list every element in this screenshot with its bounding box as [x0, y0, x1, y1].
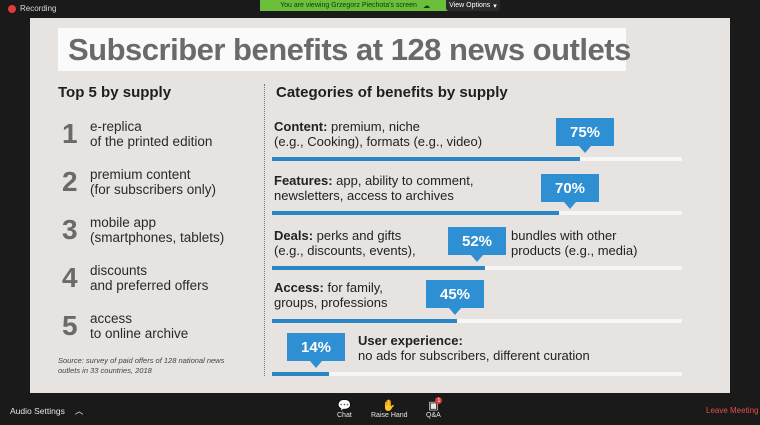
top5-line2: (for subscribers only)	[90, 182, 217, 197]
top5-line2: (smartphones, tablets)	[90, 230, 225, 245]
top5-number: 2	[62, 166, 78, 197]
bar-track	[272, 211, 682, 215]
source-line1: Source: survey of paid offers of 128 nat…	[58, 356, 225, 365]
top5-number: 4	[62, 262, 78, 293]
cloud-icon: ☁	[422, 2, 430, 10]
meeting-toolbar: Audio Settings ︿ 💬 Chat ✋ Raise Hand ▣ 1 …	[0, 397, 760, 425]
view-options-button[interactable]: View Options ▾	[446, 0, 500, 11]
source-line2: outlets in 33 countries, 2018	[58, 366, 152, 375]
category-extra1: bundles with other	[511, 228, 617, 243]
bar-fill	[272, 266, 486, 270]
screen-share-banner: You are viewing Grzegorz Piechota's scre…	[260, 0, 450, 11]
hand-icon: ✋	[382, 400, 397, 412]
raise-hand-label: Raise Hand	[371, 412, 408, 419]
category-line2: newsletters, access to archives	[274, 188, 454, 203]
top5-text: mobile app (smartphones, tablets)	[90, 215, 224, 245]
category-name: Access:	[274, 280, 324, 295]
top5-line2: to online archive	[90, 326, 189, 341]
top5-heading: Top 5 by supply	[58, 84, 172, 101]
category-line2: (e.g., discounts, events),	[274, 243, 416, 258]
category-line2: (e.g., Cooking), formats (e.g., video)	[274, 134, 483, 149]
top5-line1: mobile app	[90, 215, 157, 230]
percent-label: 45%	[426, 280, 484, 315]
top5-text: e-replica of the printed edition	[90, 119, 212, 149]
bar-track	[272, 372, 682, 376]
category-deals-bundles: bundles with other products (e.g., media…	[511, 228, 637, 258]
category-name: Deals:	[274, 228, 314, 243]
categories-heading: Categories of benefits by supply	[276, 84, 508, 101]
recording-indicator: Recording	[8, 4, 56, 13]
category-extra2: products (e.g., media)	[511, 243, 638, 258]
leave-meeting-button[interactable]: Leave Meeting	[706, 406, 759, 415]
category-line2: no ads for subscribers, different curati…	[358, 348, 590, 363]
top5-line1: discounts	[90, 263, 148, 278]
qa-button[interactable]: ▣ 1 Q&A	[426, 397, 443, 419]
top5-text: access to online archive	[90, 311, 188, 341]
category-deals: Deals: perks and gifts (e.g., discounts,…	[274, 228, 416, 258]
bar-track	[272, 266, 682, 270]
audio-settings-button[interactable]: Audio Settings ︿	[10, 405, 83, 417]
top5-line1: e-replica	[90, 119, 142, 134]
qa-icon: ▣ 1	[426, 397, 443, 412]
category-name: User experience:	[358, 333, 463, 348]
top5-line2: and preferred offers	[90, 278, 209, 293]
percent-label: 70%	[541, 174, 599, 209]
top5-line2: of the printed edition	[90, 134, 213, 149]
chat-label: Chat	[337, 412, 352, 419]
bar-fill	[272, 372, 330, 376]
chevron-up-icon[interactable]: ︿	[74, 406, 84, 416]
category-line1: premium, niche	[327, 119, 420, 134]
bar-fill	[272, 211, 559, 215]
qa-badge: 1	[435, 397, 443, 404]
category-name: Features:	[274, 173, 333, 188]
top5-line1: premium content	[90, 167, 191, 182]
recording-icon	[8, 4, 16, 13]
top5-number: 3	[62, 214, 78, 245]
top5-item: 1 e-replica of the printed edition	[62, 118, 212, 150]
raise-hand-button[interactable]: ✋ Raise Hand	[371, 399, 408, 419]
category-line1: app, ability to comment,	[332, 173, 474, 188]
top5-text: premium content (for subscribers only)	[90, 167, 216, 197]
top5-item: 3 mobile app (smartphones, tablets)	[62, 214, 224, 246]
source-note: Source: survey of paid offers of 128 nat…	[58, 356, 258, 376]
view-options-label: View Options	[449, 2, 491, 9]
top5-text: discounts and preferred offers	[90, 263, 208, 293]
top5-number: 1	[62, 118, 78, 149]
category-access: Access: for family, groups, professions	[274, 280, 387, 310]
share-banner-text: You are viewing Grzegorz Piechota's scre…	[280, 2, 417, 9]
category-features: Features: app, ability to comment, newsl…	[274, 173, 473, 203]
category-user-experience: User experience: no ads for subscribers,…	[358, 333, 590, 363]
bar-track	[272, 157, 682, 161]
audio-settings-label: Audio Settings	[10, 406, 65, 416]
chat-button[interactable]: 💬 Chat	[337, 399, 352, 419]
category-line2: groups, professions	[274, 295, 388, 310]
top5-line1: access	[90, 311, 133, 326]
qa-label: Q&A	[426, 412, 441, 419]
top5-item: 4 discounts and preferred offers	[62, 262, 208, 294]
category-content: Content: premium, niche (e.g., Cooking),…	[274, 119, 482, 149]
category-name: Content:	[274, 119, 328, 134]
shared-slide: Subscriber benefits at 128 news outlets …	[30, 18, 730, 393]
chevron-down-icon: ▾	[493, 2, 497, 10]
bar-track	[272, 319, 682, 323]
category-line1: perks and gifts	[313, 228, 402, 243]
bar-fill	[272, 319, 457, 323]
column-divider	[264, 84, 265, 376]
chat-icon: 💬	[337, 400, 352, 412]
bar-fill	[272, 157, 580, 161]
percent-label: 52%	[448, 227, 506, 262]
title-box	[58, 28, 626, 71]
category-line1: for family,	[323, 280, 383, 295]
top5-item: 5 access to online archive	[62, 310, 188, 342]
top5-item: 2 premium content (for subscribers only)	[62, 166, 216, 198]
percent-label: 75%	[556, 118, 614, 153]
recording-label: Recording	[20, 4, 57, 13]
percent-label: 14%	[287, 333, 345, 368]
top5-number: 5	[62, 310, 78, 341]
slide-title: Subscriber benefits at 128 news outlets	[68, 32, 631, 67]
